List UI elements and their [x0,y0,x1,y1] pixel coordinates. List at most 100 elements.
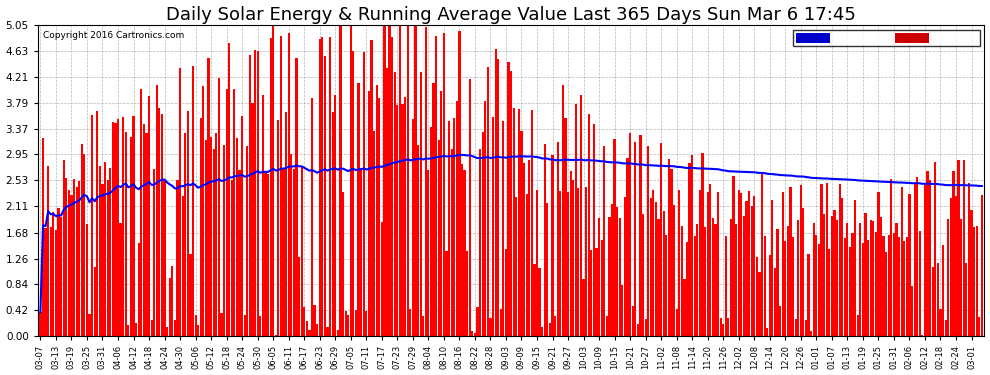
Bar [577,188,579,336]
Bar [354,310,357,336]
Bar [138,243,140,336]
Bar [970,210,972,336]
Bar [443,33,445,336]
Bar [843,238,845,336]
Bar [753,196,755,336]
Bar [500,309,502,336]
Bar [386,69,388,336]
Bar [324,56,326,336]
Bar [505,249,507,336]
Bar [433,82,435,336]
Bar [45,228,47,336]
Bar [481,132,484,336]
Bar [848,247,851,336]
Bar [428,170,430,336]
Bar [114,123,117,336]
Bar [86,224,88,336]
Bar [722,324,725,336]
Bar [155,85,158,336]
Bar [955,196,957,336]
Bar [146,133,148,336]
Bar [750,206,752,336]
Bar [394,72,396,336]
Bar [678,190,680,336]
Bar [728,318,730,336]
Bar [471,331,473,336]
Bar [88,314,91,336]
Bar [378,98,380,336]
Bar [707,192,709,336]
Bar [244,315,246,336]
Bar [569,171,571,336]
Bar [919,231,921,336]
Bar [644,319,646,336]
Bar [839,184,841,336]
Bar [425,27,427,336]
Bar [561,85,564,336]
Bar [834,210,836,336]
Bar [539,268,541,336]
Bar [846,223,848,336]
Bar [758,272,760,336]
Bar [332,112,334,336]
Bar [453,118,455,336]
Bar [779,306,781,336]
Bar [404,97,406,336]
Bar [911,286,913,336]
Bar [78,181,80,336]
Bar [60,217,62,336]
Bar [345,311,346,336]
Bar [321,38,324,336]
Bar [163,180,165,336]
Bar [554,316,556,336]
Bar [776,229,778,336]
Bar [67,190,70,336]
Bar [314,305,316,336]
Bar [681,226,683,336]
Bar [218,78,220,336]
Bar [148,96,150,336]
Bar [608,217,611,336]
Bar [885,252,887,336]
Bar [622,285,624,336]
Bar [935,162,937,336]
Bar [702,153,704,336]
Bar [40,312,42,336]
Bar [774,268,776,336]
Bar [226,89,228,336]
Bar [458,31,460,336]
Bar [771,200,773,336]
Bar [800,184,802,336]
Bar [808,254,810,336]
Bar [548,323,551,336]
Bar [929,180,932,336]
Bar [487,67,489,336]
Bar [627,158,629,336]
Bar [368,91,370,336]
Bar [795,318,797,336]
Bar [877,192,879,336]
Bar [290,154,292,336]
Bar [210,136,212,336]
Bar [696,224,699,336]
Bar [895,223,898,336]
Bar [981,195,983,336]
Bar [957,160,959,336]
Bar [205,140,207,336]
Bar [94,267,96,336]
Bar [534,264,536,336]
Bar [572,180,574,336]
Bar [968,183,970,336]
Bar [479,148,481,336]
Bar [401,104,404,336]
Bar [859,223,861,336]
Bar [135,323,138,336]
Bar [221,313,223,336]
Bar [73,179,75,336]
Bar [285,112,287,336]
Bar [272,25,274,336]
Bar [733,176,735,336]
Bar [466,251,468,336]
Bar [715,224,717,336]
Bar [168,278,171,336]
